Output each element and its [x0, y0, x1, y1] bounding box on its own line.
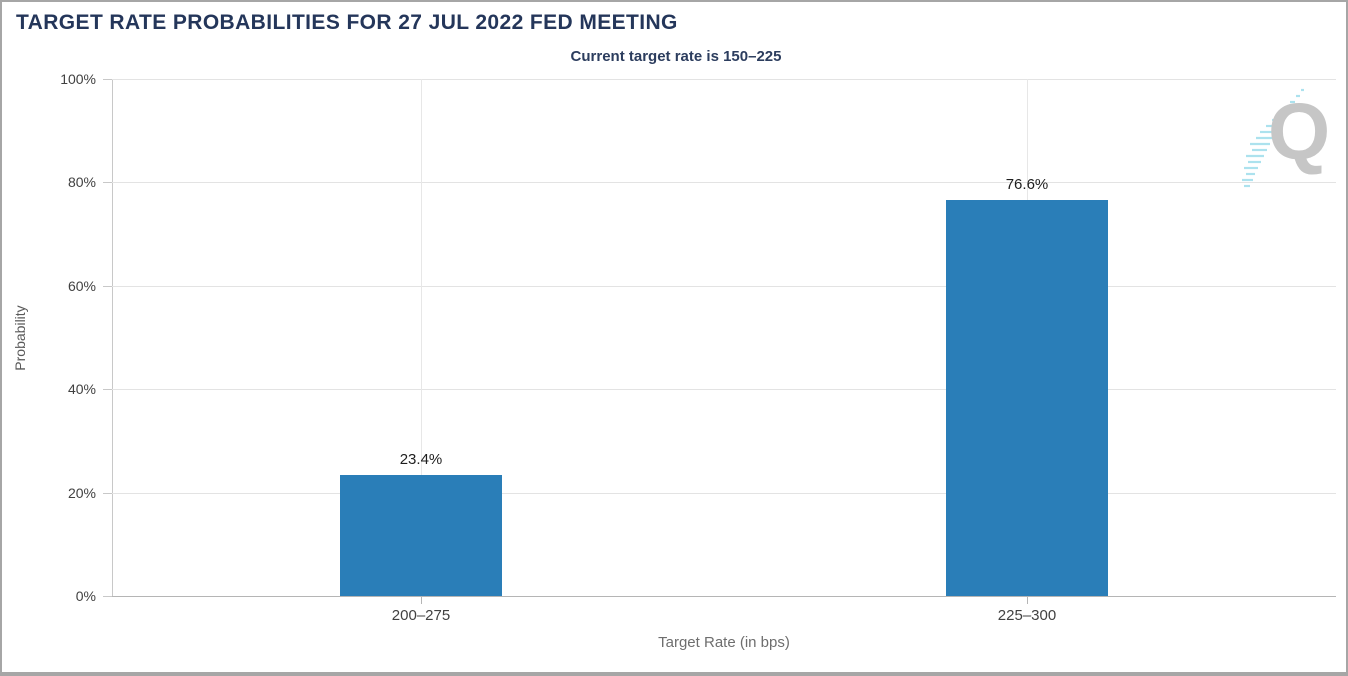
y-gridline [112, 389, 1336, 391]
y-tick-label: 80% [67, 174, 96, 191]
y-tick-label: 100% [60, 71, 96, 87]
y-axis-line [112, 79, 113, 597]
y-tick [103, 285, 112, 287]
y-tick-label: 20% [67, 484, 96, 501]
y-gridline [112, 492, 1336, 494]
watermark-stripes-icon [1242, 88, 1304, 188]
y-tick-label: 40% [67, 381, 96, 398]
bar-value-label: 23.4% [399, 451, 443, 469]
y-gridline [112, 285, 1336, 287]
chart-subtitle: Current target rate is 150–225 [570, 48, 782, 65]
quikstrike-watermark: Q [1238, 82, 1338, 192]
y-tick [103, 596, 112, 597]
y-tick [103, 79, 112, 80]
x-tick-label: 225–300 [997, 607, 1057, 624]
bar-value-label: 76.6% [1005, 175, 1049, 193]
y-gridline [112, 79, 1336, 80]
x-tick [1027, 597, 1028, 604]
y-tick [103, 389, 112, 391]
x-axis-line [112, 596, 1336, 597]
watermark-q-letter: Q [1268, 87, 1331, 176]
y-gridline [112, 182, 1336, 184]
bar [340, 475, 502, 596]
chart-title: TARGET RATE PROBABILITIES FOR 27 JUL 202… [16, 11, 678, 34]
x-axis-title: Target Rate (in bps) [658, 634, 790, 651]
y-tick-label: 0% [75, 588, 96, 604]
x-gridline [421, 79, 422, 596]
y-tick [103, 492, 112, 494]
x-tick [421, 597, 422, 604]
bar [946, 199, 1108, 596]
y-tick [103, 182, 112, 184]
y-tick-label: 60% [67, 277, 96, 294]
y-axis-title: Probability [12, 305, 28, 371]
x-tick-label: 200–275 [391, 607, 451, 624]
